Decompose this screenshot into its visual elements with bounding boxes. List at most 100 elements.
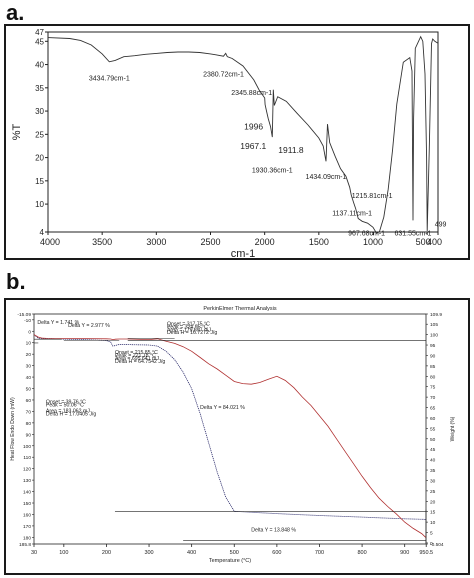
- ftir-y-tick-label: 20: [35, 154, 44, 163]
- ftir-x-axis-label: cm-1: [231, 248, 255, 258]
- thermal-y-left-tick-label: 0: [28, 329, 31, 335]
- thermal-series-line: [33, 334, 427, 520]
- thermal-y-left-tick-label: 130: [23, 478, 31, 484]
- thermal-annotation: Delta H = 64.7542 J/g: [115, 359, 165, 365]
- thermal-annotation: Delta Y = 84.021 %: [200, 405, 245, 411]
- thermal-annotation: Peak = 221.18 °C: [115, 353, 156, 359]
- ftir-peak-label: 1996: [244, 122, 263, 132]
- thermal-y-right-tick-label: 35: [430, 468, 436, 474]
- ftir-peak-label: 2380.72cm-1: [203, 72, 244, 79]
- thermal-y-right-tick-label: 85: [430, 364, 436, 370]
- thermal-y-right-tick-label: 55: [430, 426, 436, 432]
- thermal-annotation: Delta Y = 13.848 %: [251, 528, 296, 534]
- thermal-y-left-tick-label: 90: [26, 432, 32, 438]
- thermal-annotation: Area = 183.062 mJ: [46, 409, 90, 415]
- thermal-y-right-tick-label: 70: [430, 395, 436, 401]
- thermal-annotation: Onset = 39.76 °C: [46, 399, 86, 405]
- ftir-panel: 4000 3500 3000 2500 2000 1500 1000 500 400 4 10 15 2…: [4, 24, 470, 260]
- thermal-y-right-tick-label: 90: [430, 353, 436, 359]
- thermal-y-left-tick-label: 185.8: [19, 542, 31, 548]
- thermal-y-right-tick-label: -0.504: [430, 542, 444, 548]
- thermal-y-left-tick-label: 70: [26, 409, 32, 415]
- thermal-y-right-tick-label: 105: [430, 322, 438, 328]
- ftir-x-tick-label: 400: [427, 237, 442, 247]
- thermal-x-tick-label: 500: [230, 550, 239, 556]
- ftir-x-tick-label: 2500: [200, 237, 220, 247]
- ftir-peak-label: 1215.81cm-1: [352, 193, 393, 200]
- ftir-y-tick-label: 15: [35, 177, 44, 186]
- ftir-peak-label: 1137.11cm-1: [332, 210, 372, 217]
- thermal-y-right-tick-label: 45: [430, 447, 436, 453]
- ftir-peak-label: 631.55cm-1: [394, 231, 431, 238]
- thermal-plot-area: [33, 313, 427, 545]
- thermal-x-tick-label: 600: [272, 550, 281, 556]
- panel-label-a: a.: [6, 0, 25, 25]
- thermal-x-tick-label: 400: [187, 550, 196, 556]
- thermal-annotation: Delta H = 17.0405 J/g: [46, 411, 96, 417]
- thermal-y-right-tick-label: 50: [430, 437, 436, 443]
- thermal-y-left-tick-label: 140: [23, 490, 31, 496]
- thermal-y-right-tick-label: 60: [430, 416, 436, 422]
- thermal-y-left-tick-label: 150: [23, 501, 31, 507]
- thermal-y-left-tick-label: 60: [26, 398, 32, 404]
- ftir-peak-label: 2345.88cm-1: [231, 90, 272, 97]
- thermal-y-right-tick-label: 0: [430, 541, 433, 547]
- thermal-y-right-tick-label: 20: [430, 499, 436, 505]
- thermal-annotation: Delta H = 16.7272 J/g: [167, 330, 217, 336]
- thermal-x-tick-label: 950.5: [419, 550, 433, 556]
- ftir-peak-label: 1911.8: [278, 145, 304, 155]
- thermal-y-right-tick-label: 100: [430, 333, 438, 339]
- thermal-y-right-tick-label: 15: [430, 510, 436, 516]
- thermal-y-right-tick-label: 65: [430, 406, 436, 412]
- thermal-y-left-tick-label: -10: [24, 318, 31, 324]
- thermal-y-left-tick-label: 170: [23, 524, 31, 530]
- thermal-y-left-tick-label: 110: [23, 455, 31, 461]
- ftir-plot-area: [47, 31, 439, 233]
- thermal-y-left-axis-label: Heat Flow Endo Down (mW): [10, 397, 16, 461]
- ftir-y-tick-label: 40: [35, 61, 44, 70]
- ftir-y-tick-label: 47: [35, 28, 44, 37]
- thermal-y-left-tick-label: 100: [23, 444, 31, 450]
- thermal-annotation: Delta Y = 1.741 %: [37, 320, 79, 326]
- thermal-annotation: Area = 695.641 mJ: [115, 356, 159, 362]
- ftir-x-tick-label: 4000: [40, 237, 60, 247]
- thermal-y-left-tick-label: 120: [23, 467, 31, 473]
- ftir-y-tick-label: 35: [35, 84, 44, 93]
- thermal-y-right-tick-label: 5: [430, 531, 433, 537]
- thermal-y-left-tick-label: 180: [23, 535, 31, 541]
- ftir-x-tick-label: 3000: [146, 237, 166, 247]
- thermal-y-right-tick-label: 40: [430, 458, 436, 464]
- thermal-annotation: Onset = 215.85 °C: [115, 350, 158, 356]
- thermal-y-right-tick-label: 30: [430, 478, 436, 484]
- thermal-annotation: Area = 179.697 mJ: [167, 327, 211, 333]
- ftir-x-tick-label: 3500: [92, 237, 112, 247]
- ftir-y-tick-label: 10: [35, 200, 44, 209]
- ftir-y-tick-label: 4: [40, 228, 45, 237]
- thermal-y-left-tick-label: 40: [26, 375, 32, 381]
- thermal-panel: PerkinElmer Thermal Analysis 30 100 200 300 4…: [4, 298, 470, 575]
- thermal-y-right-tick-label: 95: [430, 343, 436, 349]
- thermal-series-line: [33, 334, 427, 538]
- panel-label-b: b.: [6, 269, 26, 294]
- thermal-annotation: Onset = 317.75 °C: [167, 321, 210, 327]
- thermal-y-right-tick-label: 10: [430, 520, 436, 526]
- thermal-x-tick-label: 800: [357, 550, 366, 556]
- ftir-y-tick-label: 25: [35, 130, 44, 139]
- thermal-y-left-tick-label: -15.09: [17, 312, 31, 318]
- thermal-x-tick-label: 30: [31, 550, 37, 556]
- thermal-x-tick-label: 900: [400, 550, 409, 556]
- ftir-peak-label: 1967.1: [240, 141, 266, 151]
- thermal-y-left-tick-label: 10: [26, 341, 32, 347]
- thermal-y-right-tick-label: 25: [430, 489, 436, 495]
- ftir-x-tick-label: 1000: [363, 237, 383, 247]
- ftir-y-axis-label: %T: [11, 123, 23, 140]
- thermal-annotation: Peak = 324.95 °C: [167, 324, 208, 330]
- thermal-y-left-tick-label: 160: [23, 512, 31, 518]
- ftir-x-tick-label: 500: [416, 237, 431, 247]
- ftir-peak-label: 1434.09cm-1: [306, 174, 347, 181]
- thermal-y-right-axis-label: Weight (%): [450, 416, 456, 441]
- ftir-peak-label: 499: [435, 221, 447, 228]
- thermal-x-tick-label: 700: [315, 550, 324, 556]
- ftir-peak-label: 3434.79cm-1: [89, 75, 130, 82]
